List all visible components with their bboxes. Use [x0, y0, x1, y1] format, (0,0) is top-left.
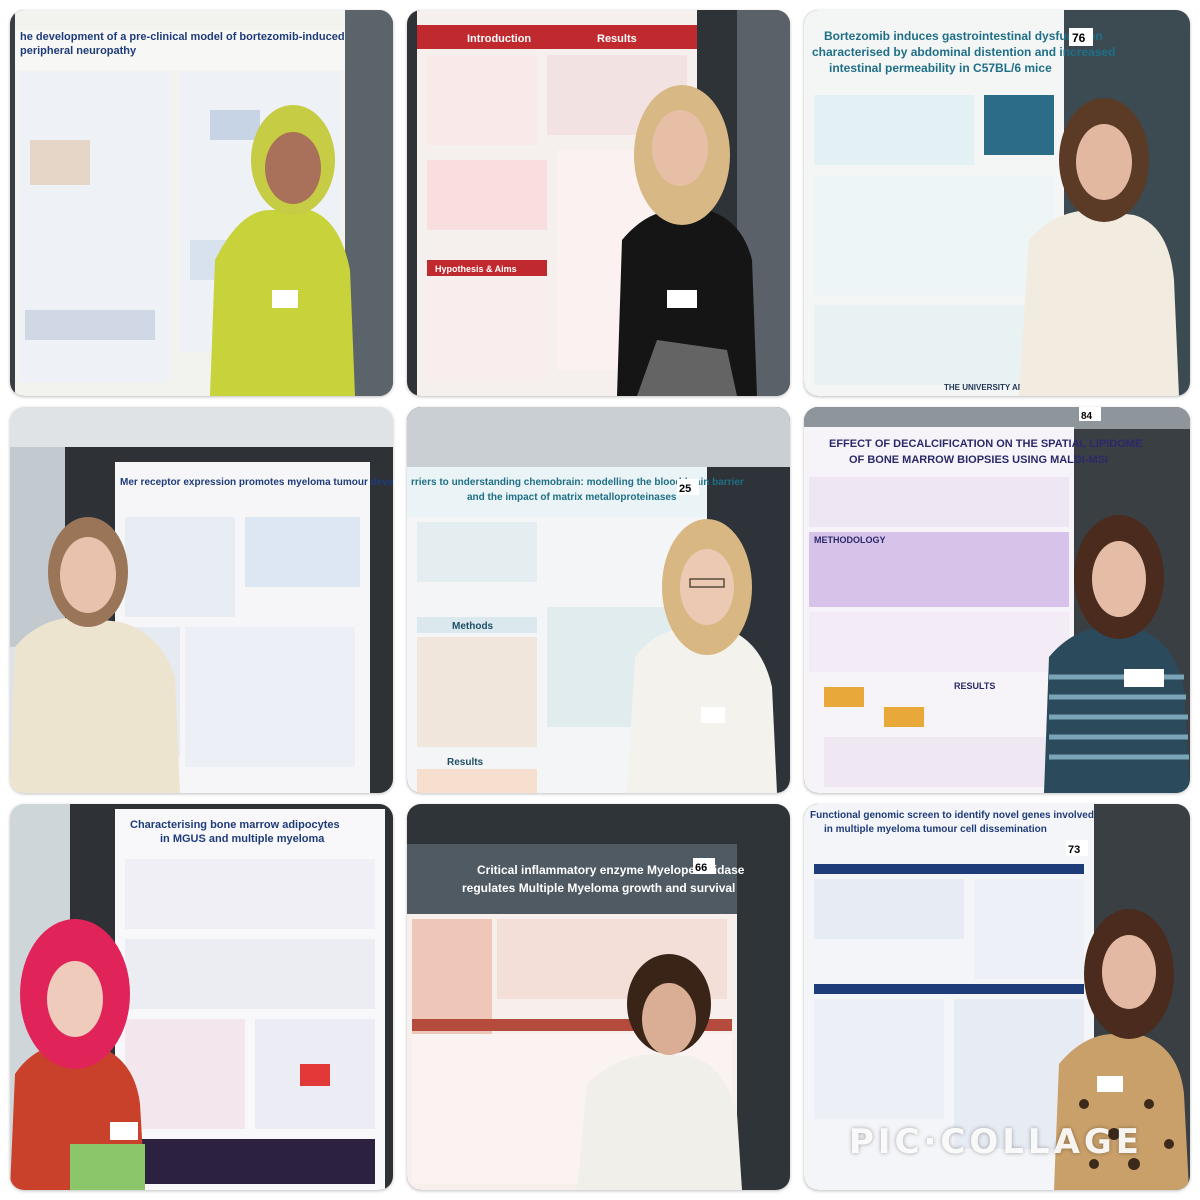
person: [1054, 1034, 1189, 1190]
poster-subtitle: in MGUS and multiple myeloma: [160, 833, 325, 845]
photo-tile-9: Functional genomic screen to identify no…: [804, 804, 1190, 1190]
poster-title: he development of a pre-clinical model o…: [20, 31, 345, 43]
poster-header-intro: Introduction: [467, 33, 531, 45]
person: [1044, 627, 1190, 793]
board-number: 76: [1072, 31, 1086, 45]
board-number: 25: [679, 483, 691, 495]
photo-scene: Mer receptor expression promotes myeloma…: [10, 407, 393, 793]
photo-tile-6: EFFECT OF DECALCIFICATION ON THE SPATIAL…: [804, 407, 1190, 793]
person: [577, 1054, 742, 1190]
poster-subtitle: regulates Multiple Myeloma growth and su…: [462, 881, 735, 895]
poster-section-methods: Methods: [452, 621, 494, 632]
poster-title: Bortezomib induces gastrointestinal dysf…: [824, 29, 1103, 43]
photo-scene: EFFECT OF DECALCIFICATION ON THE SPATIAL…: [804, 407, 1190, 793]
photo-scene: Introduction Results Hypothesis & Aims: [407, 10, 790, 396]
photo-scene: Bortezomib induces gastrointestinal dysf…: [804, 10, 1190, 396]
photo-tile-4: Mer receptor expression promotes myeloma…: [10, 407, 393, 793]
poster-section-results: RESULTS: [954, 681, 995, 691]
poster-subtitle: OF BONE MARROW BIOPSIES USING MALDI-MSI: [849, 454, 1108, 466]
photo-scene: Characterising bone marrow adipocytes in…: [10, 804, 393, 1190]
poster-section-hypothesis: Hypothesis & Aims: [435, 264, 517, 274]
photo-tile-2: Introduction Results Hypothesis & Aims: [407, 10, 790, 396]
board-number: 73: [1068, 844, 1080, 856]
person: [1019, 210, 1179, 396]
poster-title: Mer receptor expression promotes myeloma…: [120, 477, 393, 488]
person: [10, 617, 180, 793]
photo-tile-8: Critical inflammatory enzyme Myeloperoxi…: [407, 804, 790, 1190]
name-badge: [110, 1122, 138, 1140]
photo-tile-3: Bortezomib induces gastrointestinal dysf…: [804, 10, 1190, 396]
pic-collage-watermark: PIC·COLLAGE: [848, 1122, 1144, 1162]
poster-subtitle: peripheral neuropathy: [20, 45, 137, 57]
board-number: 66: [695, 862, 707, 874]
photo-scene: Functional genomic screen to identify no…: [804, 804, 1190, 1190]
name-badge: [1124, 669, 1164, 687]
poster-section-methodology: METHODOLOGY: [814, 535, 886, 545]
poster-title: rriers to understanding chemobrain: mode…: [411, 477, 744, 488]
poster-title: Functional genomic screen to identify no…: [810, 810, 1094, 821]
poster-title: EFFECT OF DECALCIFICATION ON THE SPATIAL…: [829, 438, 1142, 450]
photo-scene: Critical inflammatory enzyme Myeloperoxi…: [407, 804, 790, 1190]
poster-title: Critical inflammatory enzyme Myeloperoxi…: [477, 863, 745, 877]
name-badge: [701, 707, 725, 723]
photo-scene: rriers to understanding chemobrain: mode…: [407, 407, 790, 793]
name-badge: [667, 290, 697, 308]
board-number: 84: [1081, 411, 1093, 422]
name-badge: [1097, 1076, 1123, 1092]
poster-title: Characterising bone marrow adipocytes: [130, 819, 340, 831]
photo-tile-1: he development of a pre-clinical model o…: [10, 10, 393, 396]
photo-scene: he development of a pre-clinical model o…: [10, 10, 393, 396]
name-badge: [272, 290, 298, 308]
poster-section-results: Results: [447, 757, 484, 768]
poster-subtitle-2: intestinal permeability in C57BL/6 mice: [829, 61, 1052, 75]
photo-tile-7: Characterising bone marrow adipocytes in…: [10, 804, 393, 1190]
poster-subtitle: characterised by abdominal distention an…: [812, 45, 1115, 59]
poster-subtitle: in multiple myeloma tumour cell dissemin…: [824, 824, 1047, 835]
photo-tile-5: rriers to understanding chemobrain: mode…: [407, 407, 790, 793]
institution-logo: THE UNIVERSITY ADELAIDE: [944, 383, 1054, 392]
poster-header-results: Results: [597, 33, 637, 45]
poster-subtitle: and the impact of matrix metalloproteina…: [467, 492, 677, 503]
